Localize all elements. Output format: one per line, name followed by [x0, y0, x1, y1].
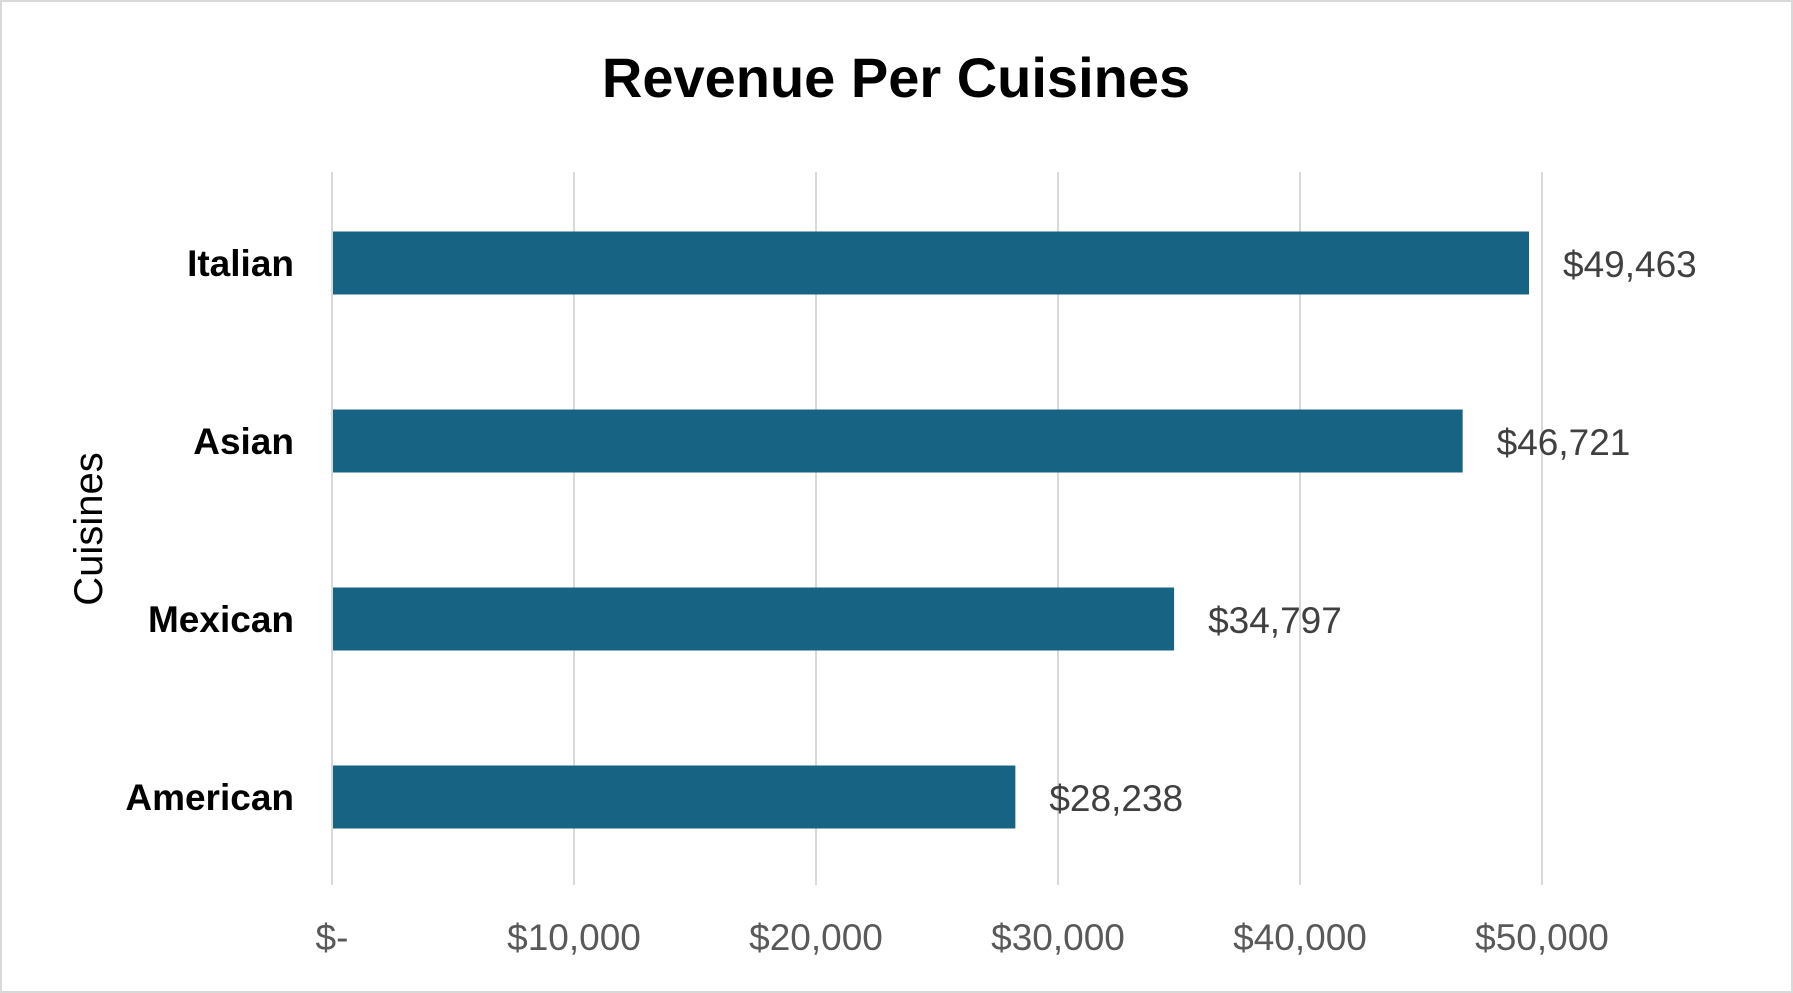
- data-labels: $49,463 $46,721 $34,797 $28,238: [1049, 244, 1696, 819]
- y-axis-title: Cuisines: [67, 452, 111, 605]
- bar-mexican: [333, 587, 1175, 651]
- category-label-mexican: Mexican: [148, 599, 294, 640]
- x-tick-label: $40,000: [1233, 917, 1367, 958]
- bar-asian: [333, 409, 1463, 473]
- data-label-asian: $46,721: [1497, 422, 1631, 463]
- x-tick-label: $50,000: [1475, 917, 1609, 958]
- chart-title: Revenue Per Cuisines: [602, 46, 1190, 109]
- x-tick-label: $20,000: [749, 917, 883, 958]
- x-tick-label: $-: [316, 917, 349, 958]
- data-label-american: $28,238: [1049, 778, 1183, 819]
- category-label-asian: Asian: [193, 421, 294, 462]
- x-tick-labels: $- $10,000 $20,000 $30,000 $40,000 $50,000: [316, 917, 1609, 958]
- bar-american: [333, 765, 1016, 829]
- x-tick-label: $10,000: [507, 917, 641, 958]
- category-label-italian: Italian: [187, 243, 294, 284]
- data-label-mexican: $34,797: [1208, 600, 1342, 641]
- x-tick-label: $30,000: [991, 917, 1125, 958]
- category-label-american: American: [125, 777, 294, 818]
- bar-italian: [333, 231, 1530, 295]
- bars: [333, 231, 1530, 829]
- category-labels: Italian Asian Mexican American: [125, 243, 294, 818]
- data-label-italian: $49,463: [1563, 244, 1697, 285]
